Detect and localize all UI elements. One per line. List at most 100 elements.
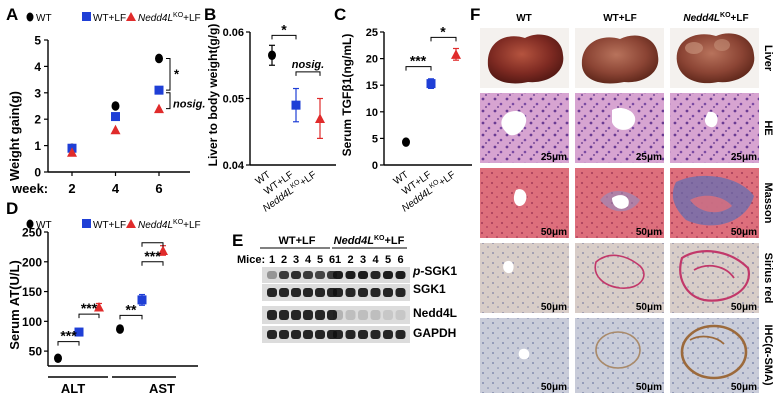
panel-letter-e: E (232, 231, 243, 250)
ytick-label-plotB-1: 0.05 (223, 94, 244, 106)
blot-mouse-0: 1 (269, 254, 275, 266)
point-d-s0-g1 (116, 324, 124, 334)
histo-row-masson: Masson (762, 183, 774, 224)
point-d-s2-g1 (158, 245, 168, 255)
blot-band-nedd4l-3 (303, 310, 313, 320)
annotation-b-2: nosig. (292, 59, 324, 71)
liver-photo-wt (487, 34, 564, 84)
blot-band-p-sgk1-6 (333, 271, 343, 279)
liver-lobe-ko-2 (714, 39, 730, 51)
point-d-s0-g0 (54, 353, 62, 364)
band-label-sgk1: SGK1 (413, 282, 446, 296)
blot-mouse-5: 6 (329, 254, 335, 266)
blot-mouse-10: 5 (385, 254, 391, 266)
blot-band-gapdh-1 (279, 330, 289, 339)
blot-bands (262, 267, 410, 343)
ihc-vessel-wt (518, 348, 530, 360)
point-d-s2-g0 (94, 302, 104, 312)
he-image-ko-lf (670, 93, 759, 163)
legend-marker-wt-d (26, 219, 34, 229)
panel-f: WT WT+LF Nedd4LKO+LF (480, 12, 774, 393)
he-vessel-wt (501, 110, 527, 136)
scalebar-sirius-wt: 50μm (541, 302, 567, 313)
ytick-label-plotC-4: 20 (366, 54, 378, 66)
xlabel-a: week: (11, 181, 48, 196)
blot-band-sgk1-9 (370, 288, 381, 297)
point-plotB-2 (315, 113, 325, 123)
ytick-label-d-1: 100 (22, 315, 42, 329)
ihc-stain-ko (680, 324, 748, 380)
ytick-label-d-3: 200 (22, 255, 42, 269)
bracket-d-1 (78, 313, 100, 319)
point-a-s2-2 (154, 103, 164, 114)
legend-label-ko: Nedd4LKO+LF (138, 12, 201, 24)
he-vessel-ko (704, 111, 718, 128)
blot-band-sgk1-4 (315, 288, 325, 297)
panel-letter-b: B (204, 5, 216, 24)
blot-mouse-8: 3 (360, 254, 366, 266)
scalebar-he-wt-lf: 25μm (636, 152, 662, 163)
histo-col-wt: WT (516, 13, 532, 24)
legend-marker-wt-lf (82, 12, 91, 21)
ytick-label-a-0: 0 (34, 166, 41, 180)
blot-band-p-sgk1-9 (370, 271, 381, 279)
plot-b: 0.04 0.05 0.06 * nosig. (223, 21, 336, 172)
blot-band-sgk1-0 (267, 288, 277, 297)
blot-band-nedd4l-7 (345, 310, 356, 320)
legend-label-ko-d: Nedd4LKO+LF (138, 219, 201, 231)
blot-band-nedd4l-0 (267, 310, 277, 320)
ihc-stain-wt-lf (595, 331, 641, 369)
histo-row-ihc: IHC(α-SMA) (762, 324, 774, 385)
point-plotC-1 (426, 79, 436, 89)
masson-vessel-wt (513, 189, 527, 207)
scalebars: 25μm 25μm 25μm 50μm 50μm 50μm 50μm 50μm … (541, 152, 757, 393)
ihc-image-wt-lf (575, 318, 664, 393)
blot-band-nedd4l-1 (279, 310, 289, 320)
panel-letter-a: A (6, 5, 18, 24)
point-plotB-0 (268, 50, 276, 61)
ytick-label-plotC-0: 0 (372, 160, 378, 172)
histo-row-liver: Liver (762, 45, 774, 72)
he-image-wt (480, 93, 569, 163)
blot-group-ko-lf: Nedd4LKO+LF (334, 235, 405, 247)
blot-band-p-sgk1-8 (358, 271, 368, 279)
legend-label-wt-lf: WT+LF (93, 13, 126, 24)
xtick-label-a-0: 2 (68, 181, 75, 196)
blot-mouse-7: 2 (347, 254, 353, 266)
blot-band-p-sgk1-11 (395, 271, 406, 279)
blot-band-gapdh-10 (383, 330, 393, 339)
blot-band-gapdh-4 (315, 330, 325, 339)
point-d-s1-g0 (74, 327, 84, 337)
blot-mouse-6: 1 (335, 254, 341, 266)
blot-band-sgk1-2 (291, 288, 301, 297)
group-label-ast: AST (149, 381, 175, 396)
point-a-s2-0 (67, 147, 77, 157)
scalebar-sirius-wt-lf: 50μm (636, 302, 662, 313)
legend-a: WT WT+LF Nedd4LKO+LF (26, 12, 201, 24)
blot-band-nedd4l-9 (370, 310, 381, 320)
sirius-image-wt (480, 243, 569, 313)
ytick-label-a-5: 5 (34, 34, 41, 48)
ihc-image-ko-lf (670, 318, 759, 393)
ytick-label-plotC-5: 25 (366, 27, 378, 39)
bracket-d-0 (57, 341, 80, 346)
panel-letter-d: D (6, 199, 18, 218)
annotation-a-1: * (174, 66, 180, 81)
bracket-b-1 (271, 34, 297, 40)
scalebar-he-ko: 25μm (731, 152, 757, 163)
blot-band-sgk1-11 (395, 288, 406, 297)
blot-mouse-1: 2 (281, 254, 287, 266)
blot-group-wt-lf: WT+LF (279, 235, 316, 247)
annotation-b-1: * (281, 21, 287, 37)
blot-band-nedd4l-10 (383, 310, 393, 320)
ytick-label-a-3: 3 (34, 86, 41, 100)
blot-band-gapdh-8 (358, 330, 368, 339)
ytick-label-a-2: 2 (34, 113, 41, 127)
blot-band-nedd4l-11 (395, 310, 406, 320)
legend-marker-ko-d (126, 219, 136, 228)
blot-band-nedd4l-4 (315, 310, 325, 320)
blot-band-sgk1-6 (333, 288, 343, 297)
ylabel-a: Weight gain(g) (7, 91, 22, 181)
histo-col-wt-lf: WT+LF (603, 13, 637, 24)
legend-label-wt-d: WT (36, 220, 52, 231)
